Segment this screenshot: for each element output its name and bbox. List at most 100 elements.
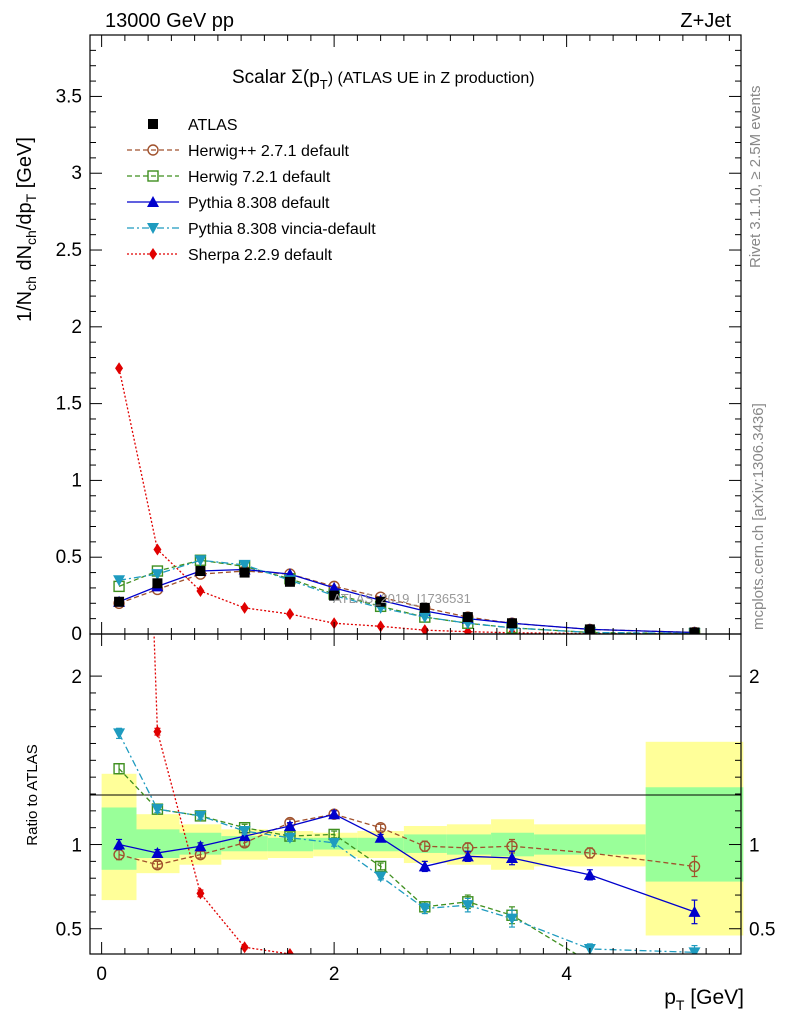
ratio-point bbox=[584, 847, 596, 859]
ratio-point bbox=[113, 728, 126, 740]
data-point bbox=[284, 576, 295, 587]
data-point bbox=[689, 627, 700, 634]
ratio-point bbox=[151, 846, 164, 858]
legend-marker bbox=[147, 144, 159, 156]
ratio-line bbox=[118, 813, 695, 913]
legend-entry-pythia-8-308-vincia-default: Pythia 8.308 vincia-default bbox=[127, 221, 376, 238]
data-point bbox=[115, 362, 124, 375]
data-point bbox=[329, 590, 340, 601]
data-point bbox=[285, 608, 294, 621]
ratio-point bbox=[283, 820, 296, 831]
legend-entry-herwig-2-7-1-default: Herwig++ 2.7.1 default bbox=[127, 143, 350, 160]
data-point bbox=[462, 612, 473, 623]
x-tick-label: 2 bbox=[329, 964, 340, 985]
ratio-line bbox=[118, 813, 695, 868]
main-y-label: 1/Nch dNch/dpT [GeV] bbox=[14, 137, 39, 322]
ratio-marks bbox=[113, 634, 701, 954]
main-y-tick-label: 1 bbox=[71, 470, 82, 491]
series-line bbox=[118, 559, 695, 634]
ratio-point bbox=[419, 840, 431, 852]
ratio-point bbox=[374, 871, 387, 883]
main-title-text: Scalar Σ(p bbox=[232, 67, 320, 88]
ratio-point bbox=[240, 941, 249, 954]
data-point bbox=[152, 578, 163, 589]
x-ticks: 0 2 4 bbox=[96, 35, 730, 985]
series-line bbox=[118, 559, 695, 634]
ratio-band-green bbox=[357, 837, 404, 852]
header-left: 13000 GeV pp bbox=[105, 10, 234, 32]
ratio-point bbox=[328, 837, 341, 849]
main-title-sub: T bbox=[320, 77, 328, 92]
data-point bbox=[195, 566, 206, 577]
data-point bbox=[463, 625, 472, 634]
ratio-y-tick-label: 0.5 bbox=[56, 920, 82, 941]
ratio-plot: 0.5 0.5 1 1 2 2 0 2 4 Ratio to ATLAS pT [GeV] bbox=[24, 35, 776, 1013]
main-y-tick-label: 1.5 bbox=[56, 394, 82, 415]
legend-label: Herwig 7.2.1 default bbox=[188, 169, 331, 186]
ratio-point bbox=[194, 840, 207, 852]
series-line bbox=[118, 568, 695, 634]
main-plot: ATLAS_2019_I1736531 0 0.5 1 1.5 2 2.5 3 3.5 Sca… bbox=[14, 34, 742, 645]
data-point bbox=[194, 555, 207, 567]
main-y-tick-label: 2.5 bbox=[56, 240, 82, 261]
ratio-point bbox=[461, 850, 474, 862]
data-point bbox=[376, 620, 385, 633]
watermark: ATLAS_2019_I1736531 bbox=[333, 591, 471, 606]
data-point bbox=[375, 596, 386, 607]
x-axis-label: pT [GeV] bbox=[664, 986, 744, 1013]
ratio-y-tick-label: 1 bbox=[71, 836, 82, 857]
legend-entry-atlas: ATLAS bbox=[148, 117, 238, 134]
legend-label: ATLAS bbox=[188, 117, 238, 134]
data-point bbox=[114, 596, 125, 607]
main-y-ticks: 0 0.5 1 1.5 2 2.5 3 3.5 bbox=[56, 49, 741, 645]
ratio-point bbox=[196, 887, 205, 900]
ratio-y-ticks: 0.5 0.5 1 1 2 2 bbox=[56, 667, 776, 941]
side-label-mcplots: mcplots.cern.ch [arXiv:1306.3436] bbox=[750, 403, 767, 630]
ratio-band-green bbox=[267, 837, 314, 852]
ratio-point bbox=[238, 826, 251, 838]
ratio-point bbox=[505, 913, 518, 925]
ratio-point bbox=[153, 725, 162, 738]
main-marks bbox=[113, 362, 701, 634]
main-y-tick-label: 3.5 bbox=[56, 86, 82, 107]
ratio-y-label: Ratio to ATLAS bbox=[24, 744, 41, 845]
ratio-point bbox=[113, 763, 125, 775]
x-tick-label: 4 bbox=[561, 964, 572, 985]
ratio-point bbox=[374, 831, 387, 843]
ratio-point bbox=[151, 804, 164, 816]
ratio-point bbox=[151, 859, 164, 871]
ratio-point bbox=[688, 905, 701, 917]
series-atlas bbox=[114, 566, 700, 634]
main-title-rest: ) (ATLAS UE in Z production) bbox=[328, 70, 535, 87]
ratio-point bbox=[461, 900, 474, 912]
data-point bbox=[328, 581, 341, 593]
side-label-rivet: Rivet 3.1.10, ≥ 2.5M events bbox=[747, 86, 764, 269]
data-point bbox=[239, 567, 250, 578]
ratio-band-green bbox=[534, 834, 646, 855]
main-y-tick-label: 0 bbox=[71, 624, 82, 645]
ratio-series-pythia-8-308-vincia-default bbox=[113, 727, 701, 954]
data-point bbox=[113, 575, 126, 587]
ratio-band-green bbox=[446, 834, 492, 855]
ratio-point bbox=[418, 903, 431, 915]
ratio-y-tick-label-right: 1 bbox=[749, 836, 760, 857]
legend-entry-sherpa-2-2-9-default: Sherpa 2.2.9 default bbox=[127, 247, 333, 264]
legend-label: Sherpa 2.2.9 default bbox=[188, 247, 333, 264]
ratio-point bbox=[194, 810, 207, 822]
data-point bbox=[240, 601, 249, 614]
ratio-y-tick-label: 2 bbox=[71, 667, 82, 688]
data-point bbox=[238, 559, 251, 571]
ratio-y-tick-label-right: 0.5 bbox=[749, 920, 775, 941]
data-point bbox=[506, 618, 517, 629]
ratio-point bbox=[688, 860, 701, 873]
header-right: Z+Jet bbox=[680, 10, 731, 32]
legend-marker bbox=[147, 170, 159, 182]
ratio-series-pythia-8-308-default bbox=[113, 808, 701, 925]
legend-entry-herwig-7-2-1-default: Herwig 7.2.1 default bbox=[127, 169, 331, 186]
ratio-line bbox=[118, 733, 695, 953]
legend-marker bbox=[147, 196, 159, 207]
data-point bbox=[153, 543, 162, 556]
ratio-y-tick-label-right: 2 bbox=[749, 667, 760, 688]
ratio-point bbox=[374, 860, 387, 873]
